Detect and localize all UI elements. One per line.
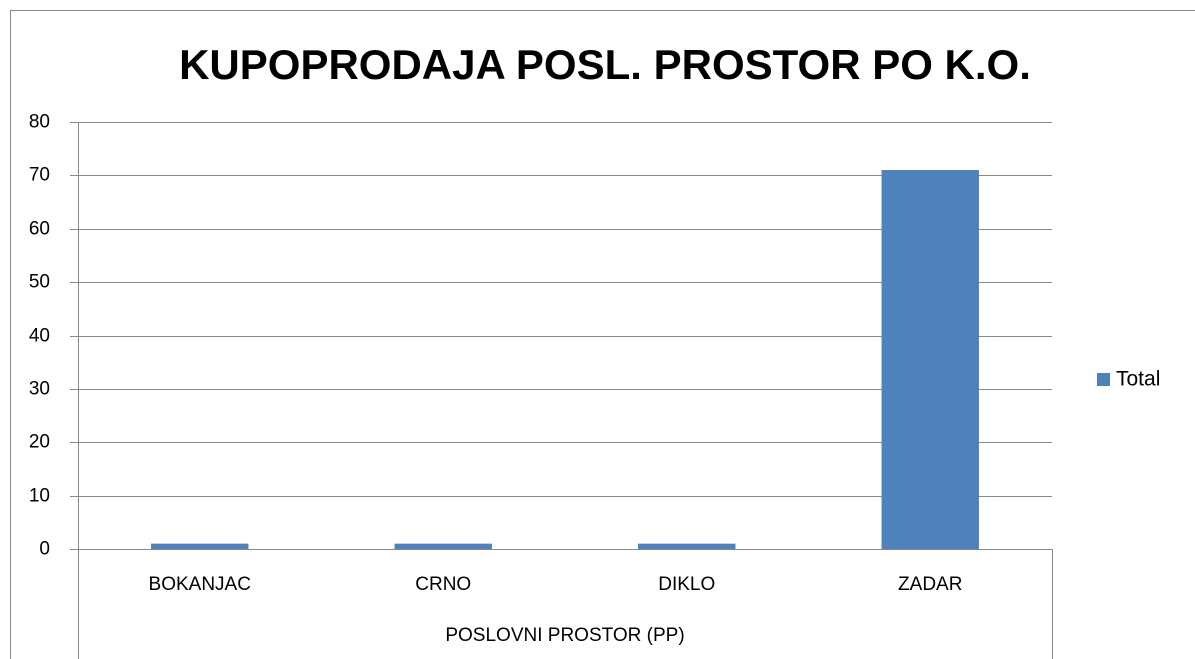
y-tick-label: 80 [29,112,50,133]
bar [638,543,736,549]
chart-title: KUPOPRODAJA POSL. PROSTOR PO K.O. [179,41,1031,88]
y-tick-label: 60 [29,219,50,240]
x-tick-label: DIKLO [658,574,715,595]
y-tick-label: 0 [39,539,50,560]
x-tick-label: ZADAR [898,574,962,595]
y-tick-label: 30 [29,379,50,400]
x-tick-label: BOKANJAC [149,574,251,595]
y-tick-label: 10 [29,486,50,507]
bar [394,543,492,549]
x-tick-label: CRNO [415,574,471,595]
y-tick-label: 20 [29,432,50,453]
y-tick-label: 40 [29,326,50,347]
y-tick-label: 70 [29,165,50,186]
legend-label: Total [1116,368,1160,391]
x-axis-label: POSLOVNI PROSTOR (PP) [445,625,684,646]
y-tick-label: 50 [29,272,50,293]
bar [151,543,249,549]
legend-swatch [1097,373,1110,386]
bar [881,170,979,549]
chart-frame [10,10,1195,659]
